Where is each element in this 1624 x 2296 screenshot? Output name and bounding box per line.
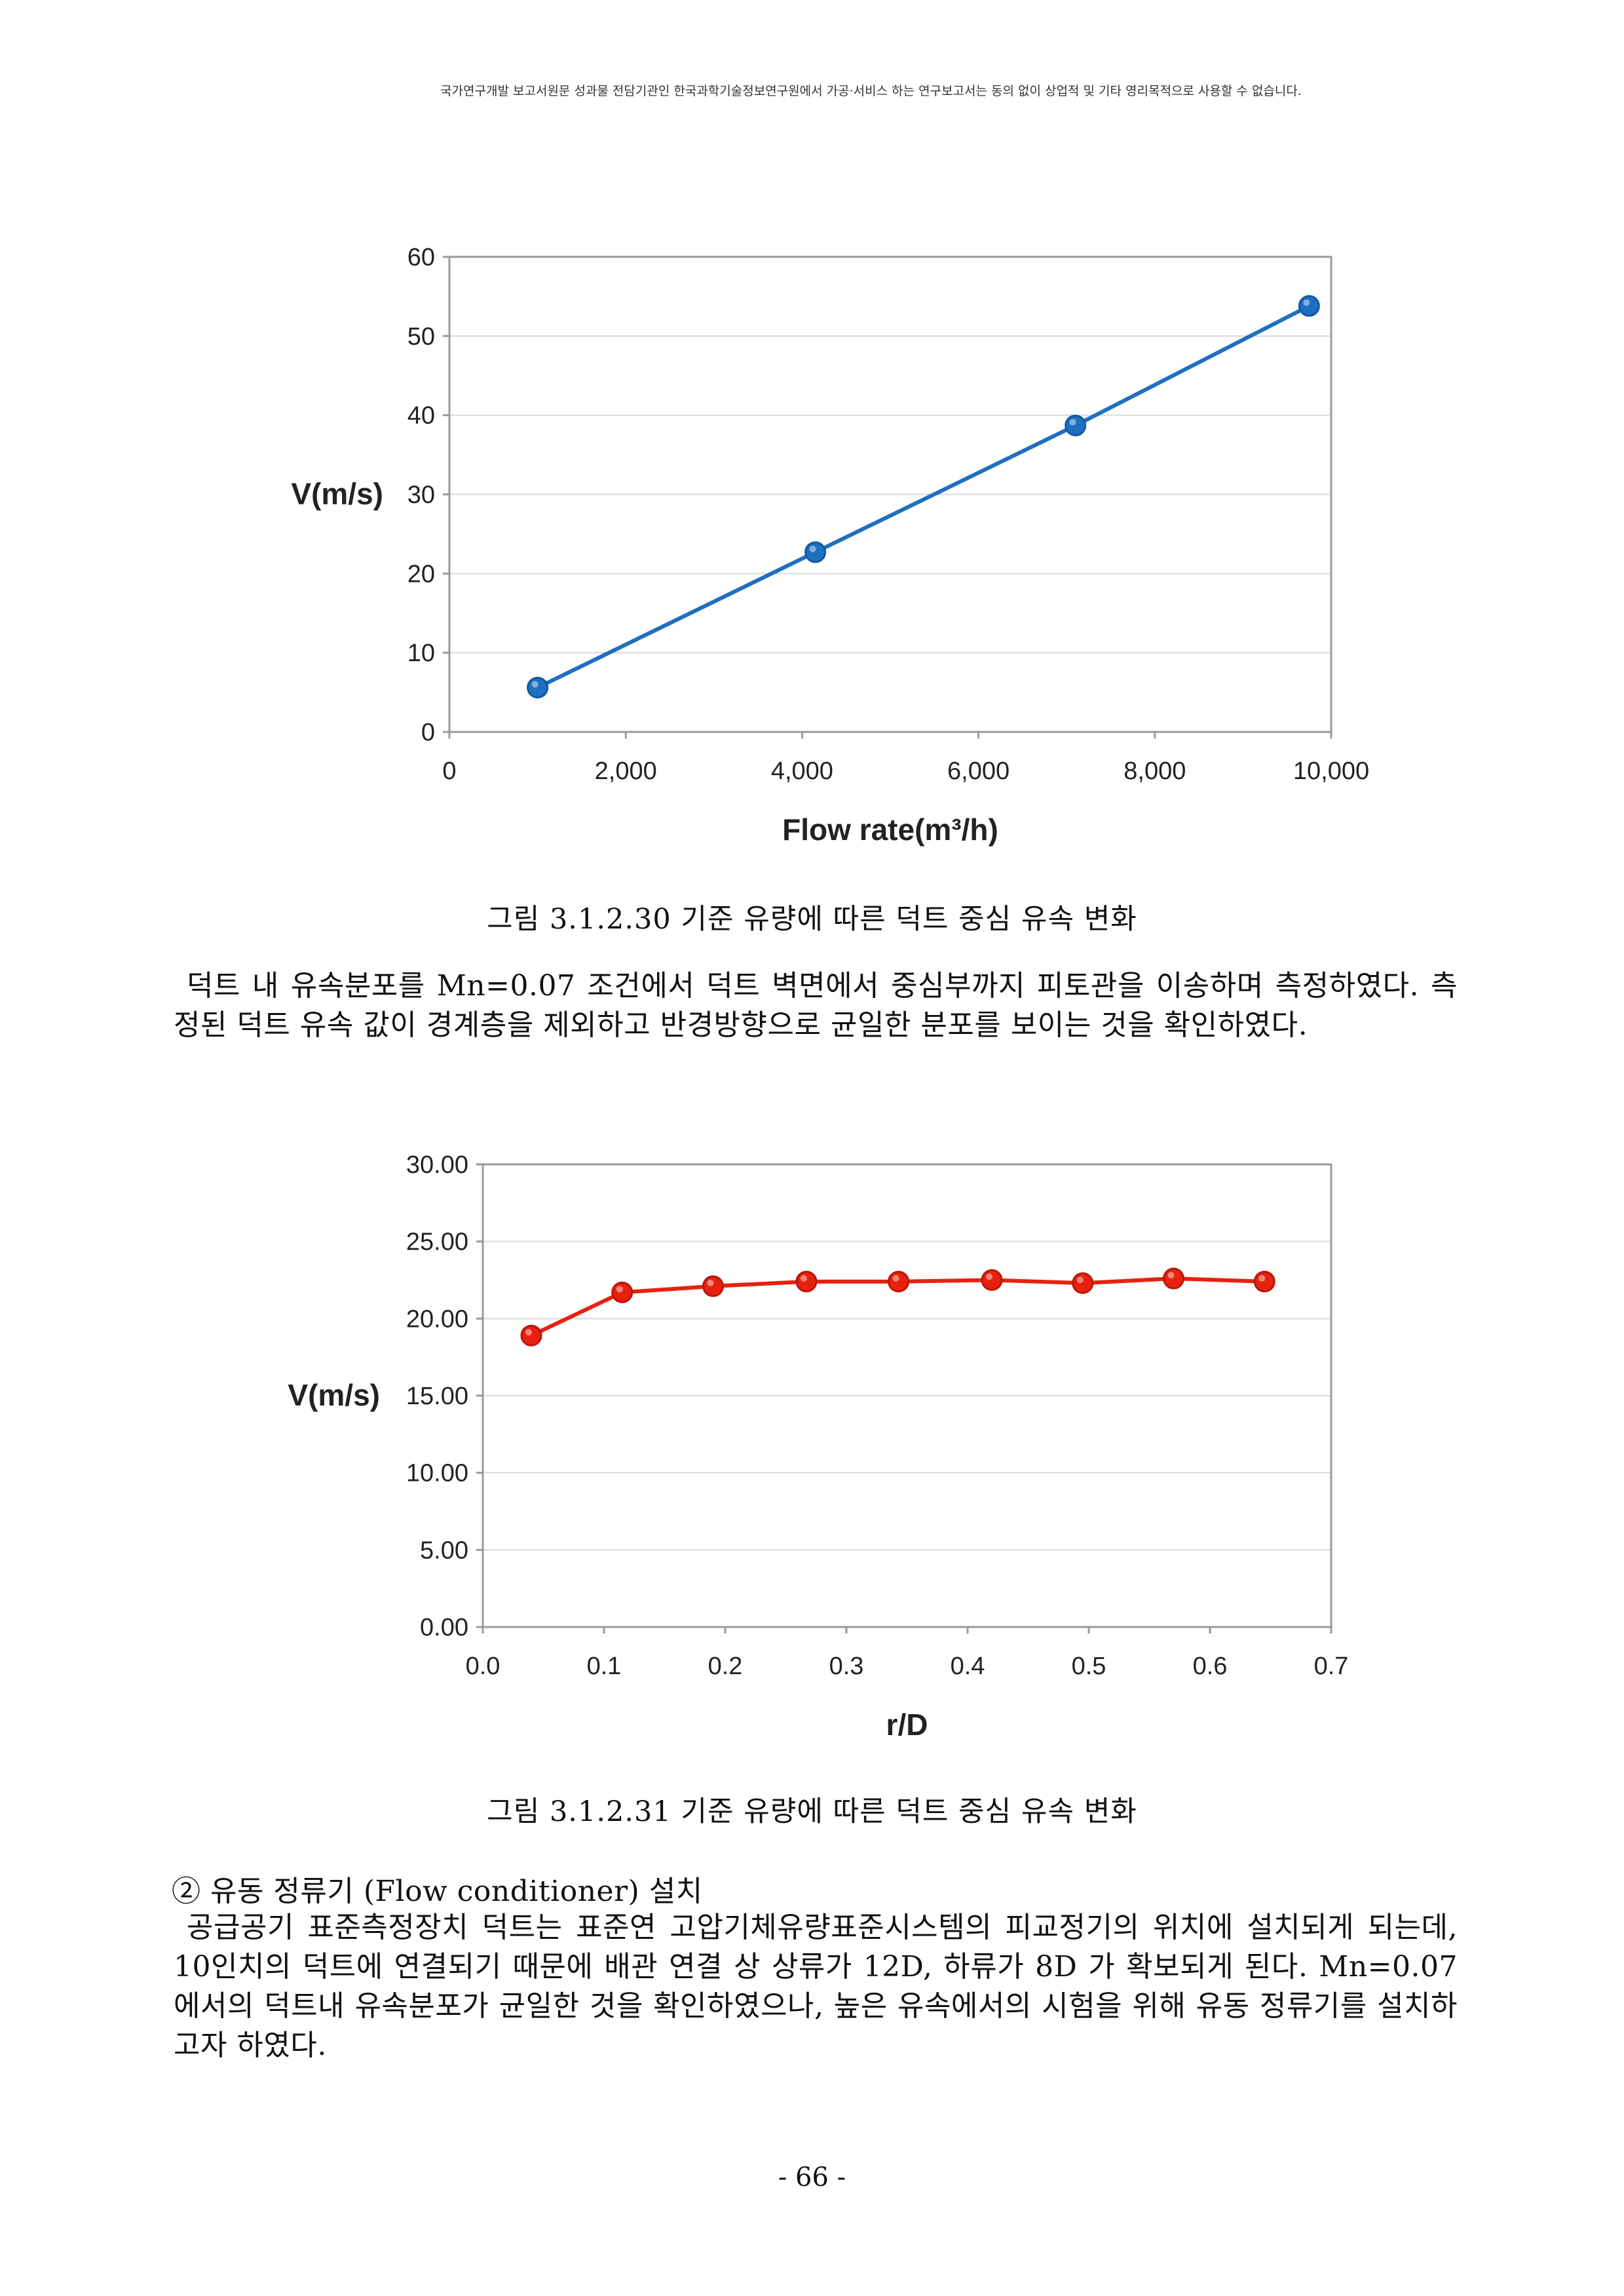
x-tick-label: 0.6 xyxy=(1193,1653,1228,1680)
data-point xyxy=(888,1271,910,1293)
data-point xyxy=(1065,414,1087,436)
y-tick-label: 60 xyxy=(407,244,435,271)
y-tick-label: 0.00 xyxy=(420,1614,468,1641)
data-point xyxy=(804,541,827,564)
y-tick-label: 30.00 xyxy=(406,1151,468,1179)
data-point xyxy=(981,1269,1003,1291)
y-tick-label: 15.00 xyxy=(406,1383,468,1410)
data-point-highlight xyxy=(809,545,816,552)
paragraph-1-text: 덕트 내 유속분포를 Mn=0.07 조건에서 덕트 벽면에서 중심부까지 피토… xyxy=(174,969,1458,1042)
data-point-highlight xyxy=(1303,299,1310,306)
data-point xyxy=(527,676,549,698)
section-body: 공급공기 표준측정장치 덕트는 표준연 고압기체유량표준시스템의 피교정기의 위… xyxy=(174,1908,1458,2065)
page-number: - 66 - xyxy=(778,2162,846,2192)
rD-velocity-chart: 0.00 5.00 10.00 15.00 20.00 25.00 30.00 0.0 0.1 0… xyxy=(288,1151,1349,1742)
y-tick-label: 50 xyxy=(407,323,435,351)
data-point xyxy=(1253,1271,1275,1293)
y-axis-title: V(m/s) xyxy=(291,477,383,511)
y-tick-label: 20 xyxy=(407,560,435,588)
data-point xyxy=(1163,1267,1184,1290)
y-tick-label: 20.00 xyxy=(406,1305,468,1333)
figure2-caption: 그림 3.1.2.31 기준 유량에 따른 덕트 중심 유속 변화 xyxy=(487,1795,1137,1828)
x-tick-label: 0.4 xyxy=(951,1653,985,1680)
x-tick-label: 10,000 xyxy=(1293,757,1369,785)
flowrate-velocity-chart: 0 10 20 30 40 50 60 0 2,000 4,000 6,000 8,000 10,000… xyxy=(291,244,1369,847)
y-tick-label: 25.00 xyxy=(406,1229,468,1256)
x-tick-label: 8,000 xyxy=(1124,757,1186,785)
y-tick-label: 40 xyxy=(407,402,435,430)
data-point-highlight xyxy=(525,1329,532,1336)
x-tick-label: 0.2 xyxy=(708,1653,743,1680)
data-point-highlight xyxy=(531,681,538,688)
x-tick-label: 6,000 xyxy=(947,757,1010,785)
data-point-highlight xyxy=(892,1274,899,1282)
data-point-highlight xyxy=(616,1286,623,1293)
data-point-highlight xyxy=(1069,419,1076,426)
figure1-caption: 그림 3.1.2.30 기준 유량에 따른 덕트 중심 유속 변화 xyxy=(487,903,1137,936)
data-point xyxy=(795,1271,818,1293)
data-point xyxy=(1072,1272,1094,1294)
x-tick-label: 0.5 xyxy=(1072,1653,1106,1680)
x-axis-title: Flow rate(m³/h) xyxy=(782,813,998,847)
plot-area-border xyxy=(448,256,1332,733)
x-tick-label: 0.3 xyxy=(829,1653,864,1680)
data-point xyxy=(520,1324,542,1347)
x-tick-label: 2,000 xyxy=(595,757,657,785)
paragraph-1: 덕트 내 유속분포를 Mn=0.07 조건에서 덕트 벽면에서 중심부까지 피토… xyxy=(174,966,1458,1045)
section-body-text: 공급공기 표준측정장치 덕트는 표준연 고압기체유량표준시스템의 피교정기의 위… xyxy=(174,1911,1458,2062)
data-point-highlight xyxy=(1258,1274,1266,1282)
header-notice: 국가연구개발 보고서원문 성과물 전담기관인 한국과학기술정보연구원에서 가공·… xyxy=(440,84,1302,98)
series-line xyxy=(537,304,1310,690)
plot-area-border xyxy=(482,1163,1332,1628)
x-tick-label: 4,000 xyxy=(771,757,833,785)
x-tick-label: 0.0 xyxy=(466,1653,500,1680)
data-point-highlight xyxy=(1167,1272,1175,1279)
x-tick-label: 0 xyxy=(442,757,456,785)
y-tick-label: 0 xyxy=(421,719,435,746)
y-tick-label: 10 xyxy=(407,640,435,667)
data-point xyxy=(702,1275,724,1297)
data-point xyxy=(1298,295,1320,317)
data-point-highlight xyxy=(800,1274,807,1282)
data-point xyxy=(611,1281,633,1303)
y-tick-label: 30 xyxy=(407,482,435,509)
y-tick-label: 5.00 xyxy=(420,1537,468,1564)
data-point-highlight xyxy=(1076,1276,1084,1284)
x-axis-title: r/D xyxy=(886,1708,928,1742)
y-axis-title: V(m/s) xyxy=(288,1378,380,1412)
x-tick-label: 0.1 xyxy=(587,1653,622,1680)
y-tick-label: 10.00 xyxy=(406,1460,468,1487)
data-point-highlight xyxy=(986,1273,992,1280)
section-heading: ② 유동 정류기 (Flow conditioner) 설치 xyxy=(172,1875,703,1908)
x-tick-label: 0.7 xyxy=(1314,1653,1349,1680)
data-point-highlight xyxy=(707,1279,714,1286)
